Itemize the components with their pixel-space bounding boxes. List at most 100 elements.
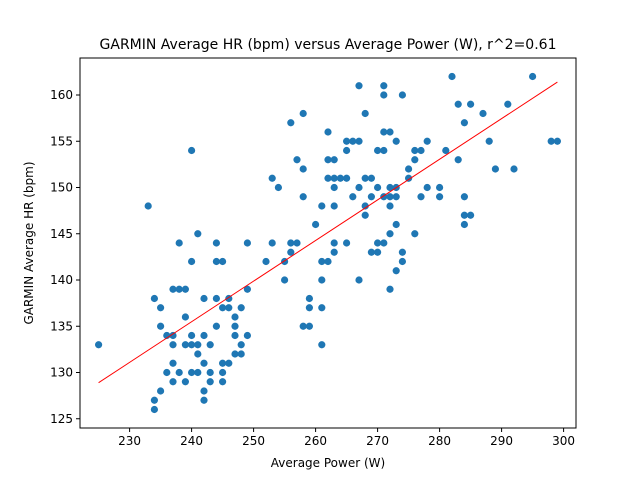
data-point (398, 91, 406, 99)
data-point (231, 350, 239, 358)
fit-line (98, 81, 558, 384)
data-point (386, 230, 394, 238)
data-point (243, 239, 251, 247)
data-point (330, 248, 338, 256)
data-point (318, 257, 326, 266)
data-point (231, 313, 239, 321)
data-point (212, 257, 220, 266)
data-point (262, 257, 270, 266)
data-point (361, 211, 369, 219)
data-point (305, 294, 313, 303)
data-point (188, 146, 196, 155)
data-point (386, 183, 394, 192)
x-tick-label: 270 (366, 434, 389, 448)
data-point (200, 331, 208, 340)
data-point (200, 387, 208, 395)
y-tick-label: 135 (50, 319, 73, 333)
data-point (386, 193, 394, 201)
data-point (237, 341, 245, 349)
data-point (175, 285, 183, 293)
data-point (219, 257, 227, 266)
data-point (330, 202, 338, 210)
data-point (194, 341, 202, 349)
data-point (485, 137, 493, 145)
data-point (181, 313, 189, 321)
data-point (181, 378, 189, 386)
data-point (200, 294, 208, 303)
data-point (343, 239, 351, 247)
y-axis-ticks: 125 130 135 140 145 150 155 160 (50, 88, 80, 426)
data-point (336, 174, 344, 182)
data-point (318, 202, 326, 210)
data-point (206, 368, 214, 377)
data-point (467, 211, 475, 219)
data-point (374, 248, 382, 256)
data-point (392, 267, 400, 275)
data-point (367, 174, 375, 182)
data-point (330, 183, 338, 192)
data-point (324, 174, 332, 182)
data-point (219, 368, 227, 377)
data-point (553, 137, 562, 145)
y-tick-label: 130 (50, 366, 73, 380)
data-point (268, 239, 276, 247)
y-tick-label: 145 (50, 227, 73, 241)
data-point (436, 193, 444, 201)
data-point (398, 257, 406, 266)
data-point (330, 156, 338, 164)
data-point (225, 304, 233, 312)
data-point (212, 294, 220, 303)
data-point (169, 341, 177, 349)
data-point (504, 100, 512, 108)
data-point (299, 109, 307, 118)
data-point (454, 100, 462, 108)
x-tick-label: 240 (180, 434, 203, 448)
data-point (343, 174, 351, 182)
data-point (194, 368, 202, 377)
x-axis-ticks: 230 240 250 260 270 280 290 300 (118, 428, 575, 448)
data-point (343, 146, 351, 155)
data-point (194, 230, 202, 238)
data-point (169, 331, 177, 340)
data-point (355, 183, 363, 192)
data-point (460, 119, 468, 127)
data-point (231, 331, 239, 340)
data-point (355, 276, 363, 284)
data-point (392, 220, 400, 229)
data-point (287, 119, 295, 127)
data-point (386, 202, 394, 210)
y-tick-label: 150 (50, 181, 73, 195)
data-point (467, 100, 475, 108)
data-point (188, 368, 196, 377)
data-point (423, 137, 431, 145)
data-point (181, 285, 189, 293)
data-point (491, 165, 499, 173)
data-point (188, 341, 196, 349)
data-point (349, 193, 357, 201)
data-point (281, 276, 289, 284)
data-point (411, 146, 419, 155)
data-point (169, 285, 177, 293)
data-point (169, 359, 177, 367)
plot-frame (79, 57, 577, 429)
data-point (324, 257, 332, 266)
data-point (417, 146, 425, 155)
data-point (510, 165, 518, 173)
data-point (405, 174, 413, 182)
data-point (374, 183, 382, 192)
data-point (181, 341, 189, 349)
data-point (417, 193, 425, 201)
data-point (411, 230, 419, 238)
data-point (237, 350, 245, 358)
data-point (237, 304, 245, 312)
data-point (274, 183, 282, 192)
data-point (293, 239, 301, 247)
data-point (547, 137, 555, 145)
data-point (287, 239, 295, 247)
data-point (324, 128, 332, 136)
data-point (392, 137, 400, 145)
x-axis-label: Average Power (W) (271, 456, 385, 470)
data-point (324, 156, 332, 164)
y-axis-label: GARMIN Average HR (bpm) (22, 161, 36, 324)
